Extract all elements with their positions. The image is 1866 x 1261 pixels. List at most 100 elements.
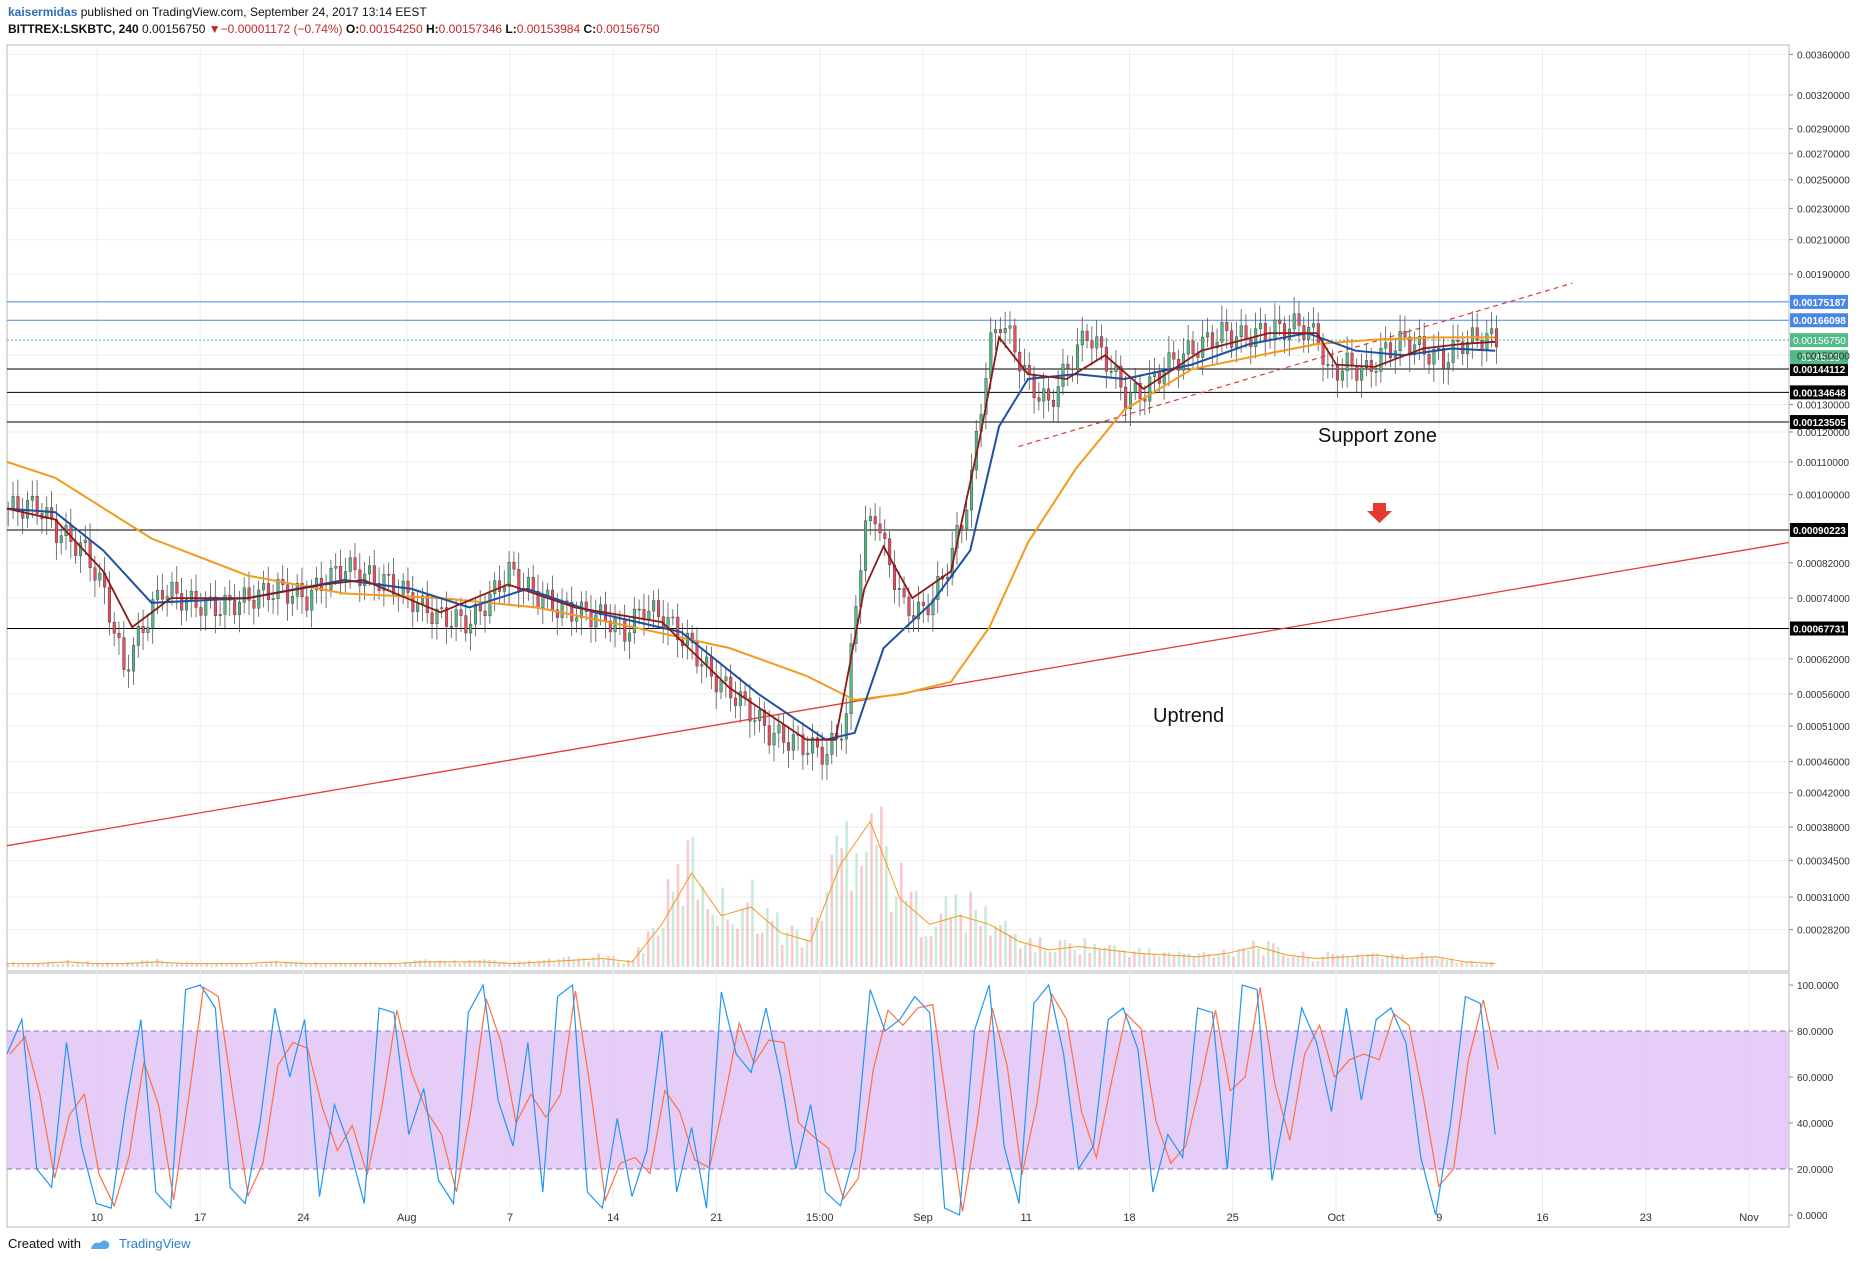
- y-tick-label: 0.00031000: [1797, 893, 1850, 904]
- candle-body: [1085, 330, 1089, 341]
- candle-body: [136, 626, 140, 646]
- candle-body: [266, 583, 270, 600]
- author-name[interactable]: kaisermidas: [8, 5, 78, 19]
- candle-body: [1047, 388, 1051, 401]
- volume-bar: [1187, 953, 1191, 967]
- candle-body: [305, 596, 309, 611]
- volume-bar: [1371, 953, 1374, 967]
- y-tick-label: 0.00062000: [1797, 655, 1850, 666]
- candle-body: [1340, 370, 1344, 381]
- volume-bar: [612, 955, 615, 967]
- x-tick-label: 11: [1021, 1212, 1032, 1224]
- y-tick-label: 0.00190000: [1797, 270, 1850, 281]
- volume-bar: [468, 960, 471, 967]
- volume-bar: [473, 959, 476, 967]
- volume-bar: [656, 935, 660, 967]
- candle-body: [1446, 362, 1450, 369]
- volume-bar: [483, 959, 486, 967]
- candle-body: [1143, 398, 1147, 402]
- volume-bar: [989, 935, 992, 967]
- volume-bar: [1182, 953, 1186, 967]
- volume-bar: [627, 959, 630, 967]
- high-value: 0.00157346: [438, 22, 503, 36]
- candle-body: [1259, 323, 1263, 329]
- volume-bar: [919, 937, 923, 967]
- y-tick-label: 0.00290000: [1797, 125, 1850, 136]
- volume-bar: [676, 863, 680, 967]
- candle-body: [1138, 382, 1142, 399]
- volume-bar: [870, 813, 873, 967]
- volume-bar: [1212, 958, 1216, 967]
- volume-bar: [696, 899, 700, 967]
- candle-body: [599, 604, 603, 616]
- volume-bar: [1083, 937, 1087, 967]
- candle-body: [483, 610, 487, 617]
- volume-bar: [1018, 948, 1022, 967]
- volume-bar: [661, 928, 665, 967]
- candle-body: [233, 600, 237, 615]
- volume-bar: [671, 891, 675, 967]
- volume-bar: [894, 896, 898, 967]
- candle-body: [1206, 332, 1210, 338]
- volume-bar: [994, 926, 997, 967]
- volume-bar: [488, 960, 491, 967]
- symbol-label: BITTREX:LSKBTC, 240: [8, 22, 139, 36]
- volume-bar: [354, 962, 357, 967]
- volume-bar: [155, 958, 159, 967]
- candle-body: [1374, 371, 1378, 373]
- candle-body: [1495, 328, 1499, 348]
- volume-bar: [904, 900, 908, 967]
- candle-body: [1162, 371, 1166, 384]
- volume-bar: [954, 894, 958, 967]
- candle-body: [1485, 333, 1489, 350]
- volume-bar: [96, 962, 99, 967]
- candle-body: [156, 590, 160, 600]
- volume-bar: [587, 961, 591, 967]
- candle-body: [806, 752, 810, 755]
- volume-bar: [1257, 948, 1260, 967]
- candle-body: [705, 656, 709, 665]
- candle-body: [690, 632, 694, 643]
- volume-bar: [1252, 940, 1255, 967]
- volume-bar: [999, 925, 1002, 967]
- volume-bar: [215, 963, 218, 967]
- candle-body: [1003, 328, 1007, 333]
- publish-line: kaisermidas published on TradingView.com…: [8, 5, 427, 19]
- candle-body: [1008, 325, 1012, 329]
- volume-bar: [121, 962, 124, 967]
- candle-body: [864, 520, 868, 571]
- candle-body: [1148, 376, 1152, 402]
- stoch-tick-label: 40.0000: [1797, 1119, 1834, 1130]
- volume-bar: [632, 959, 635, 967]
- candle-body: [1379, 348, 1383, 372]
- volume-bar: [245, 964, 248, 967]
- candle-body: [762, 709, 766, 726]
- volume-bar: [1197, 953, 1201, 967]
- volume-bar: [825, 891, 829, 967]
- volume-bar: [1381, 958, 1384, 967]
- x-tick-label: 18: [1123, 1212, 1135, 1224]
- tradingview-brand[interactable]: TradingView: [118, 1236, 191, 1251]
- volume-bar: [1028, 937, 1032, 967]
- volume-bar: [369, 961, 372, 967]
- candle-body: [184, 599, 188, 611]
- candle-body: [748, 697, 752, 722]
- candle-body: [473, 603, 477, 625]
- volume-bar: [448, 963, 452, 967]
- y-tick-label: 0.00038000: [1797, 823, 1850, 834]
- candle-body: [652, 600, 656, 612]
- volume-bar: [498, 962, 501, 967]
- volume-bar: [557, 959, 561, 967]
- volume-bar: [944, 896, 948, 967]
- volume-bar: [36, 962, 40, 967]
- tradingview-logo-icon: [90, 1240, 110, 1249]
- volume-bar: [185, 961, 189, 967]
- volume-bar: [458, 963, 462, 967]
- volume-bar: [1301, 951, 1305, 967]
- high-label: H:: [425, 22, 439, 36]
- volume-bar: [890, 911, 893, 967]
- candle-body: [868, 516, 872, 521]
- price-pane[interactable]: [6, 44, 1790, 972]
- volume-bar: [140, 960, 144, 967]
